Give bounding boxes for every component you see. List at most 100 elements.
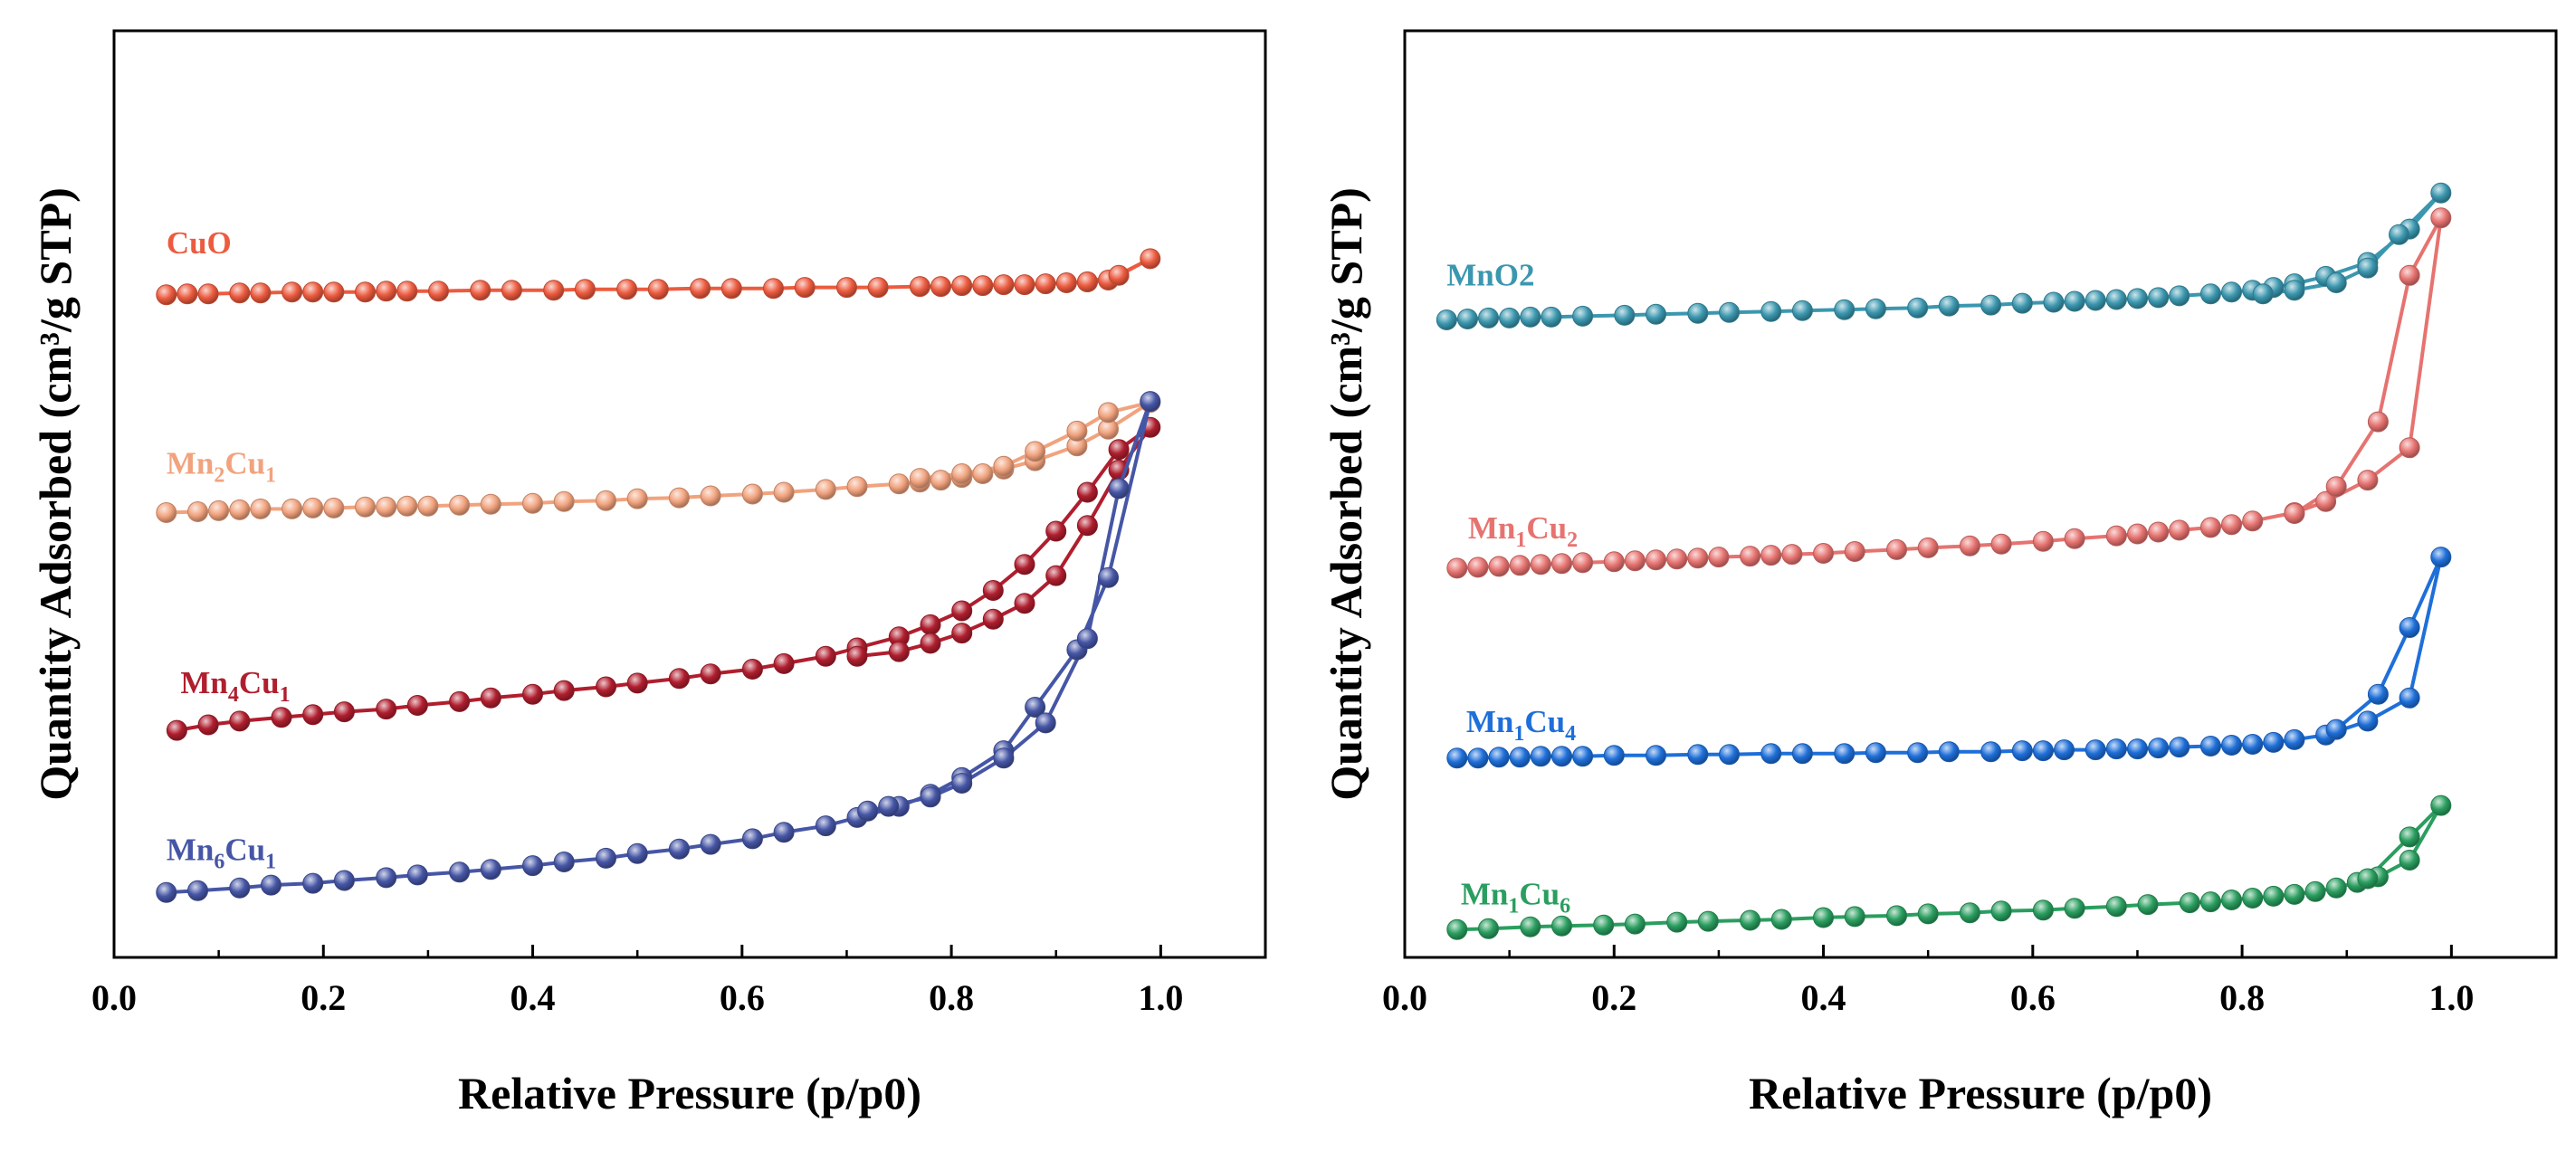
data-point-Mn2Cu1 [553, 490, 575, 512]
data-point-MnO2 [2325, 272, 2347, 293]
data-point-Mn4Cu1 [773, 652, 795, 674]
data-point-Mn6Cu1 [1035, 712, 1056, 734]
data-point-Mn1Cu4 [2085, 739, 2106, 761]
data-point-Mn2Cu1 [229, 499, 251, 520]
data-point-Mn1Cu2 [1781, 544, 1803, 566]
data-point-MnO2 [1938, 295, 1960, 317]
data-point-Mn2Cu1 [417, 495, 439, 517]
left-y-axis-title: Quantity Adsorbed (cm³/g STP) [30, 187, 81, 801]
series-label-element-1: Mn [167, 832, 215, 867]
data-point-Mn1Cu2 [2127, 523, 2148, 545]
left-chart-panel: 0.0 0.2 0.4 0.6 0.8 1.0 CuOMn2Cu1Mn4Cu1Mn6Cu1… [30, 29, 1267, 1118]
data-point-MnO2 [2221, 281, 2242, 303]
data-point-Mn1Cu6 [1813, 907, 1834, 928]
data-point-Mn1Cu6 [2221, 890, 2242, 910]
data-point-Mn2Cu1 [480, 493, 501, 515]
data-point-Mn2Cu1 [668, 487, 690, 509]
data-point-Mn1Cu2 [1959, 535, 1980, 557]
data-point-Mn4Cu1 [376, 699, 397, 720]
data-point-Mn1Cu2 [2325, 476, 2347, 498]
series-label-element-2: Cu [224, 832, 265, 867]
data-point-Mn1Cu6 [2357, 868, 2379, 890]
left-x-tick-label: 0.8 [929, 977, 974, 1018]
data-point-Mn1Cu2 [1760, 545, 1782, 566]
data-point-Mn1Cu6 [2399, 826, 2420, 848]
data-point-CuO [177, 283, 198, 305]
data-point-Mn1Cu2 [2367, 411, 2389, 433]
data-point-CuO [543, 280, 565, 301]
data-point-Mn4Cu1 [888, 641, 910, 662]
data-point-MnO2 [1520, 306, 1541, 328]
series-label-element-1: Mn [1461, 876, 1509, 911]
data-point-Mn1Cu6 [1770, 909, 1792, 930]
series-label-subscript-2: 1 [265, 463, 276, 487]
data-point-Mn4Cu1 [271, 707, 292, 728]
right-plot-frame [1403, 29, 2558, 959]
data-point-Mn4Cu1 [1108, 439, 1130, 461]
data-point-Mn2Cu1 [302, 497, 324, 519]
data-point-Mn1Cu4 [1646, 745, 1666, 766]
data-point-MnO2 [1478, 307, 1499, 328]
data-point-Mn4Cu1 [522, 683, 543, 705]
data-point-Mn1Cu6 [1917, 903, 1939, 925]
data-point-Mn4Cu1 [197, 714, 219, 736]
data-point-CuO [396, 281, 418, 302]
series-label-subscript-1: 1 [1515, 528, 1526, 552]
data-point-Mn1Cu2 [1813, 543, 1834, 564]
data-point-Mn4Cu1 [920, 633, 941, 654]
data-point-Mn1Cu2 [2430, 207, 2452, 229]
data-point-Mn4Cu1 [951, 623, 973, 644]
data-point-Mn4Cu1 [1045, 565, 1067, 586]
data-point-Mn1Cu2 [1446, 557, 1468, 579]
right-x-tick-label: 0.4 [1801, 977, 1846, 1018]
data-point-Mn4Cu1 [480, 687, 501, 709]
data-point-MnO2 [2430, 182, 2452, 204]
left-x-axis-title-main: Relative Pressure (p/p0) [458, 1068, 921, 1118]
data-point-MnO2 [2389, 224, 2409, 245]
data-point-Mn1Cu6 [1624, 913, 1646, 935]
data-point-Mn6Cu1 [951, 773, 973, 794]
series-label-element-2: Cu [1519, 876, 1560, 911]
data-point-Mn1Cu4 [2169, 737, 2190, 758]
data-point-Mn6Cu1 [741, 828, 763, 850]
data-point-Mn2Cu1 [208, 500, 230, 521]
data-point-Mn2Cu1 [972, 463, 994, 484]
series-label-element-1: Mn [180, 665, 228, 700]
data-point-Mn6Cu1 [596, 847, 616, 869]
data-point-Mn2Cu1 [1066, 420, 1088, 442]
series-label-subscript-1: 2 [214, 463, 224, 487]
data-point-Mn1Cu6 [2263, 885, 2285, 907]
data-point-Mn1Cu2 [2315, 490, 2337, 512]
data-point-Mn2Cu1 [449, 494, 471, 516]
data-point-Mn1Cu2 [2105, 525, 2127, 547]
series-label-Mn6Cu1: Mn6Cu1 [167, 832, 276, 873]
data-point-Mn1Cu6 [1666, 911, 1688, 933]
data-point-Mn1Cu6 [1740, 909, 1761, 931]
data-point-CuO [909, 276, 930, 298]
data-point-CuO [1140, 248, 1161, 270]
data-point-MnO2 [1499, 307, 1521, 328]
data-point-MnO2 [1436, 309, 1457, 330]
right-x-axis-title: Relative Pressure (p/p0) [1749, 1068, 2212, 1118]
data-point-Mn6Cu1 [333, 870, 355, 891]
data-point-Mn6Cu1 [522, 855, 543, 877]
data-point-Mn1Cu2 [1509, 555, 1531, 576]
data-point-Mn1Cu2 [2032, 530, 2054, 552]
series-Mn6Cu1: Mn6Cu1 [156, 391, 1161, 903]
data-point-Mn1Cu4 [1980, 741, 2002, 763]
right-x-tick-label: 0.2 [1591, 977, 1636, 1018]
data-point-MnO2 [2148, 287, 2170, 309]
series-label-element-2: Cu [1524, 704, 1565, 739]
right-x-axis-title-main: Relative Pressure (p/p0) [1749, 1068, 2212, 1118]
data-point-Mn4Cu1 [626, 672, 648, 694]
series-line-Mn2Cu1 [166, 400, 1152, 515]
data-point-Mn2Cu1 [1025, 441, 1046, 462]
data-point-Mn1Cu2 [2284, 503, 2305, 524]
right-x-tick-label: 1.0 [2428, 977, 2474, 1018]
data-point-Mn1Cu4 [2430, 547, 2452, 568]
data-point-MnO2 [2357, 257, 2379, 279]
data-point-Mn6Cu1 [406, 864, 428, 886]
data-point-Mn1Cu6 [2304, 880, 2326, 902]
data-point-Mn1Cu6 [1844, 906, 1865, 928]
data-point-Mn2Cu1 [281, 498, 303, 519]
